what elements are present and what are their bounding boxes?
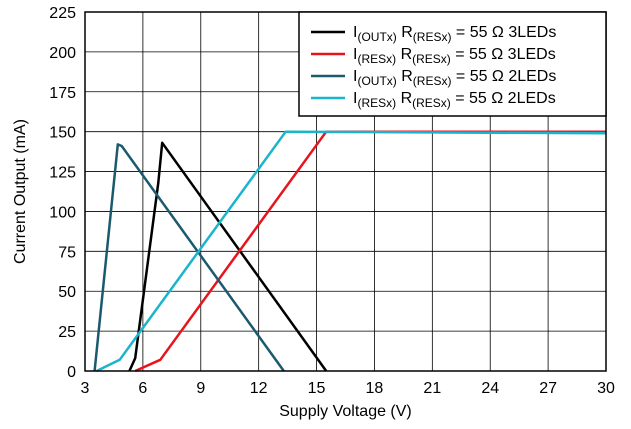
x-tick-label: 15 [308,380,326,397]
legend-text-part: I [353,68,357,85]
x-tick-label: 6 [138,380,147,397]
legend-text-part: = 55 Ω 3LEDs [451,46,556,63]
legend-subscript: (RESx) [413,30,452,44]
legend-text-part: I [353,46,357,63]
legend-text-part: = 55 Ω 2LEDs [451,90,556,107]
legend-text-part: = 55 Ω 3LEDs [451,24,556,41]
series-line-3 [93,143,285,372]
legend-text-part: R [397,24,413,41]
x-tick-label: 12 [250,380,268,397]
legend-entry: I(RESx) R(RESx) = 55 Ω 3LEDs [353,46,556,66]
series-line-1 [128,141,328,372]
y-tick-label: 0 [67,364,76,381]
legend-text-part: I [353,24,357,41]
y-tick-label: 175 [49,85,76,102]
legend-subscript: (RESx) [412,52,451,66]
legend-box [298,11,607,117]
y-tick-label: 150 [49,125,76,142]
x-tick-label: 27 [539,380,557,397]
x-axis-title: Supply Voltage (V) [279,403,412,420]
y-tick-label: 75 [58,244,76,261]
y-tick-label: 200 [49,45,76,62]
legend-text-part: R [397,68,413,85]
legend-entry: I(OUTx) R(RESx) = 55 Ω 2LEDs [353,68,556,88]
legend-text-part: = 55 Ω 2LEDs [451,68,556,85]
legend-subscript: (OUTx) [357,74,396,88]
legend-entry: I(RESx) R(RESx) = 55 Ω 2LEDs [353,90,556,110]
x-tick-label: 18 [366,380,384,397]
legend-text-part: R [396,90,412,107]
x-tick-label: 3 [81,380,90,397]
legend-entry: I(OUTx) R(RESx) = 55 Ω 3LEDs [353,24,556,44]
x-tick-label: 9 [196,380,205,397]
x-tick-label: 30 [597,380,615,397]
x-tick-label: 24 [481,380,499,397]
y-tick-label: 225 [49,5,76,22]
legend-subscript: (OUTx) [357,30,396,44]
tick-labels: 3 6 9 12 15 18 21 24 27 30 0 25 50 75 100 125 150 175 200 2… [49,5,615,397]
y-tick-label: 125 [49,165,76,182]
x-tick-label: 21 [423,380,441,397]
y-axis-title: Current Output (mA) [12,119,29,264]
legend-text-part: R [396,46,412,63]
legend-subscript: (RESx) [357,96,396,110]
y-tick-label: 50 [58,284,76,301]
legend-subscript: (RESx) [357,52,396,66]
y-tick-label: 100 [49,204,76,221]
legend-subscript: (RESx) [412,96,451,110]
series-lines [93,130,607,373]
legend-subscript: (RESx) [413,74,452,88]
series-line-4 [96,130,607,373]
y-tick-label: 25 [58,324,76,341]
legend-text-part: I [353,90,357,107]
